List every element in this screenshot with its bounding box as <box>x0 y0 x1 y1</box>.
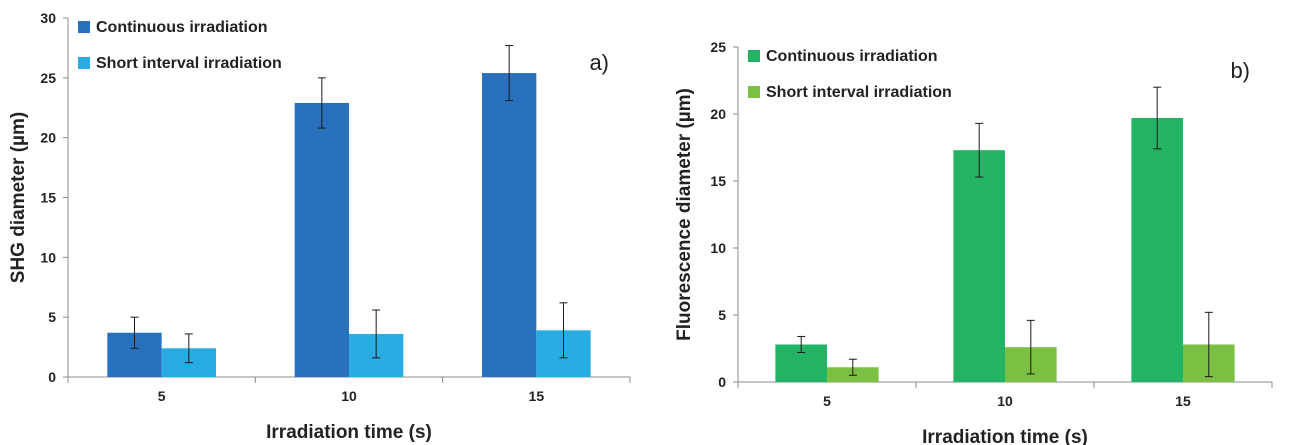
legend-label: Short interval irradiation <box>96 55 282 72</box>
y-tick-label: 15 <box>710 173 726 189</box>
legend-swatch <box>78 57 90 69</box>
x-tick-label: 10 <box>341 388 357 404</box>
bar-continuous-10 <box>953 150 1005 382</box>
legend-swatch <box>748 50 760 62</box>
y-tick-label: 20 <box>40 130 56 146</box>
y-tick-label: 25 <box>40 70 56 86</box>
legend-label: Continuous irradiation <box>96 19 268 36</box>
panel-label: a) <box>589 50 609 75</box>
x-tick-label: 10 <box>997 393 1013 409</box>
y-tick-label: 10 <box>710 240 726 256</box>
y-tick-label: 0 <box>48 369 56 385</box>
chart-panel-a: 0 5 10 15 20 25 30 5 10 15 SHG diameter (µm) Irradi… <box>8 10 631 443</box>
x-axis-title: Irradiation time (s) <box>266 422 432 443</box>
y-tick-label: 15 <box>40 190 56 206</box>
bar-continuous-15 <box>1131 118 1183 383</box>
legend-label: Short interval irradiation <box>766 84 952 101</box>
y-tick-label: 5 <box>718 307 726 323</box>
legend-swatch <box>748 86 760 98</box>
y-axis-title: Fluorescence diameter (µm) <box>674 88 695 341</box>
y-tick-label: 5 <box>48 309 56 325</box>
legend-label: Continuous irradiation <box>766 48 938 65</box>
x-tick-label: 5 <box>158 388 166 404</box>
y-axis-title: SHG diameter (µm) <box>8 112 29 283</box>
chart-panel-b: 0 5 10 15 20 25 5 10 15 Fluorescence diameter (µm… <box>674 39 1273 445</box>
y-tick-label: 20 <box>710 106 726 122</box>
x-tick-label: 15 <box>529 388 545 404</box>
y-tick-label: 10 <box>40 249 56 265</box>
legend-swatch <box>78 21 90 33</box>
bar-continuous-15 <box>482 73 537 378</box>
x-axis-title: Irradiation time (s) <box>922 427 1088 445</box>
y-tick-label: 30 <box>40 10 56 26</box>
x-tick-label: 15 <box>1175 393 1191 409</box>
panel-label: b) <box>1230 58 1250 83</box>
y-tick-label: 25 <box>710 39 726 55</box>
x-tick-label: 5 <box>823 393 831 409</box>
y-tick-label: 0 <box>718 374 726 390</box>
bar-continuous-10 <box>294 102 349 378</box>
